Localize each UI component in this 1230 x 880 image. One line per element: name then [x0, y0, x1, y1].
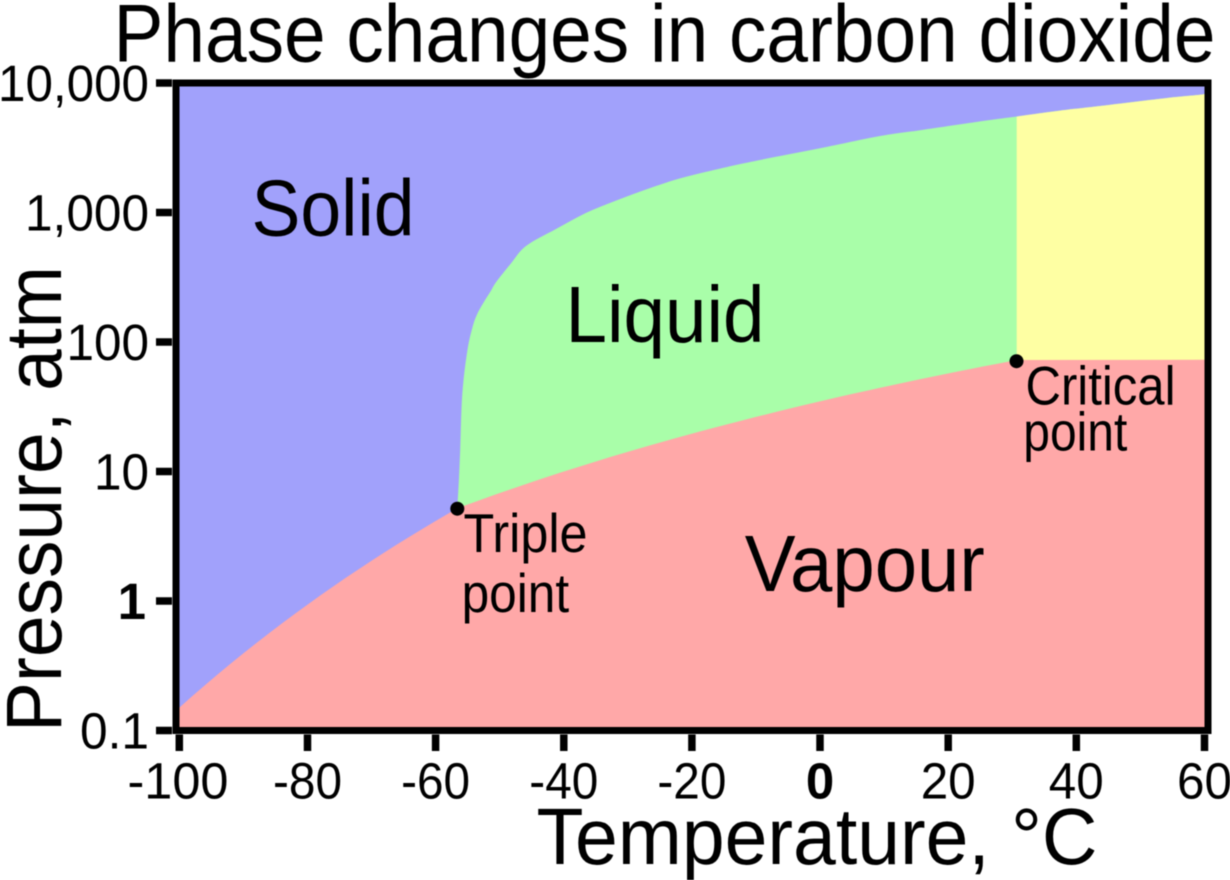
svg-text:40: 40 — [1049, 753, 1104, 810]
svg-text:Pressure, atm: Pressure, atm — [0, 266, 78, 732]
svg-text:100: 100 — [67, 314, 150, 371]
svg-text:-80: -80 — [273, 753, 342, 810]
svg-text:-40: -40 — [529, 753, 598, 810]
svg-text:10,000: 10,000 — [0, 55, 149, 112]
svg-text:0: 0 — [806, 753, 834, 810]
svg-text:20: 20 — [921, 753, 976, 810]
svg-text:Critical: Critical — [1026, 356, 1176, 417]
svg-text:-20: -20 — [657, 753, 726, 810]
svg-text:-60: -60 — [401, 753, 470, 810]
svg-text:point: point — [462, 562, 569, 624]
svg-text:0.1: 0.1 — [80, 703, 149, 760]
svg-text:Phase changes in carbon dioxid: Phase changes in carbon dioxide — [114, 0, 1216, 80]
svg-text:Vapour: Vapour — [745, 519, 985, 608]
svg-text:-100: -100 — [128, 753, 229, 810]
svg-text:Triple: Triple — [464, 502, 588, 564]
svg-text:Liquid: Liquid — [566, 270, 765, 359]
svg-text:Temperature, °C: Temperature, °C — [537, 792, 1098, 880]
svg-text:1: 1 — [118, 573, 146, 630]
svg-text:Solid: Solid — [252, 164, 415, 253]
svg-text:1,000: 1,000 — [25, 185, 149, 242]
svg-text:10: 10 — [94, 444, 149, 501]
svg-text:point: point — [1023, 402, 1127, 463]
svg-text:60: 60 — [1177, 753, 1230, 810]
